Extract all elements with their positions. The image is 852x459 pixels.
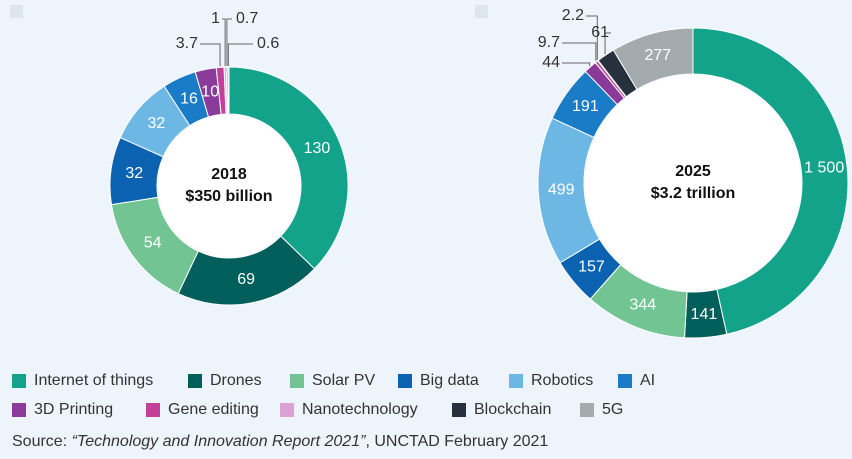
center-subtitle: $3.2 trillion [651, 185, 735, 202]
legend-label: Blockchain [474, 401, 551, 418]
source-note: Source: “Technology and Innovation Repor… [12, 433, 548, 450]
leader-line [226, 18, 232, 67]
donut-slice [228, 66, 349, 270]
value-label: 3.7 [176, 35, 198, 52]
leader-line [562, 62, 591, 67]
legend-swatch [12, 374, 26, 388]
legend-label: 5G [602, 401, 623, 418]
value-label: 1 [211, 10, 220, 27]
legend-swatch [398, 374, 412, 388]
value-label: 44 [542, 54, 560, 71]
value-label: 130 [304, 140, 331, 157]
source-suffix: , UNCTAD February 2021 [365, 433, 548, 450]
legend-label: Drones [210, 372, 262, 389]
legend-swatch [12, 403, 26, 417]
value-label: 157 [578, 259, 605, 276]
center-title: 2018 [211, 166, 247, 183]
source-title: “Technology and Innovation Report 2021” [72, 433, 367, 450]
center-title: 2025 [675, 163, 711, 180]
legend-swatch [618, 374, 632, 388]
legend-label: AI [640, 372, 655, 389]
value-label: 2.2 [562, 7, 584, 24]
donut-hole [158, 115, 300, 257]
center-subtitle: $350 billion [185, 188, 272, 205]
donut-hole [585, 75, 801, 291]
value-label: 32 [147, 115, 165, 132]
value-label: 9.7 [538, 34, 560, 51]
donut-slice [692, 27, 849, 335]
value-label: 0.6 [257, 35, 279, 52]
decor-square [10, 5, 23, 18]
value-label: 32 [125, 165, 143, 182]
value-label: 54 [144, 235, 162, 252]
value-label: 277 [644, 47, 671, 64]
legend-label: Big data [420, 372, 479, 389]
legend-swatch [280, 403, 294, 417]
value-label: 61 [591, 24, 609, 41]
value-label: 10 [201, 84, 219, 101]
legend-swatch [452, 403, 466, 417]
value-label: 16 [180, 90, 198, 107]
value-label: 69 [237, 271, 255, 288]
donut-slice [612, 27, 694, 91]
source-prefix: Source: [12, 433, 72, 450]
legend-swatch [509, 374, 523, 388]
value-label: 499 [548, 181, 575, 198]
legend-label: Nanotechnology [302, 401, 418, 418]
legend-label: 3D Printing [34, 401, 113, 418]
decor-square [475, 5, 488, 18]
donut-slice [227, 66, 230, 115]
legend-swatch [188, 374, 202, 388]
legend-swatch [290, 374, 304, 388]
legend-label: Robotics [531, 372, 593, 389]
legend-label: Solar PV [312, 372, 375, 389]
leader-line [562, 42, 597, 61]
value-label: 1 500 [804, 160, 844, 177]
legend-label: Gene editing [168, 401, 259, 418]
value-label: 141 [691, 306, 718, 323]
leader-line [604, 32, 611, 55]
leader-line [222, 18, 226, 67]
leader-line [200, 43, 221, 67]
value-label: 191 [572, 98, 599, 115]
leader-line [227, 43, 253, 67]
legend-swatch [580, 403, 594, 417]
value-label: 0.7 [236, 10, 258, 27]
legend-label: Internet of things [34, 372, 153, 389]
leader-line [586, 15, 598, 60]
legend-swatch [146, 403, 160, 417]
value-label: 344 [630, 296, 657, 313]
